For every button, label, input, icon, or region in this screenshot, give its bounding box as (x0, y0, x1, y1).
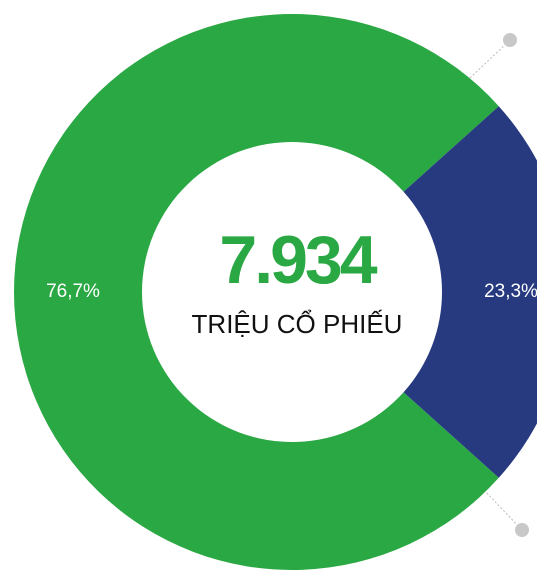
value-label: 23,3% (484, 281, 537, 302)
value-label: 76,7% (46, 281, 100, 302)
leader-line (469, 39, 511, 79)
leader-line (483, 489, 523, 531)
center-value: 7.934 (219, 222, 377, 298)
leader-dot (503, 33, 517, 47)
slice (403, 106, 537, 478)
center-label: TRIỆU CỔ PHIẾU (192, 309, 403, 339)
slices (13, 13, 537, 570)
slice (13, 13, 499, 570)
leader-dot (515, 523, 529, 537)
